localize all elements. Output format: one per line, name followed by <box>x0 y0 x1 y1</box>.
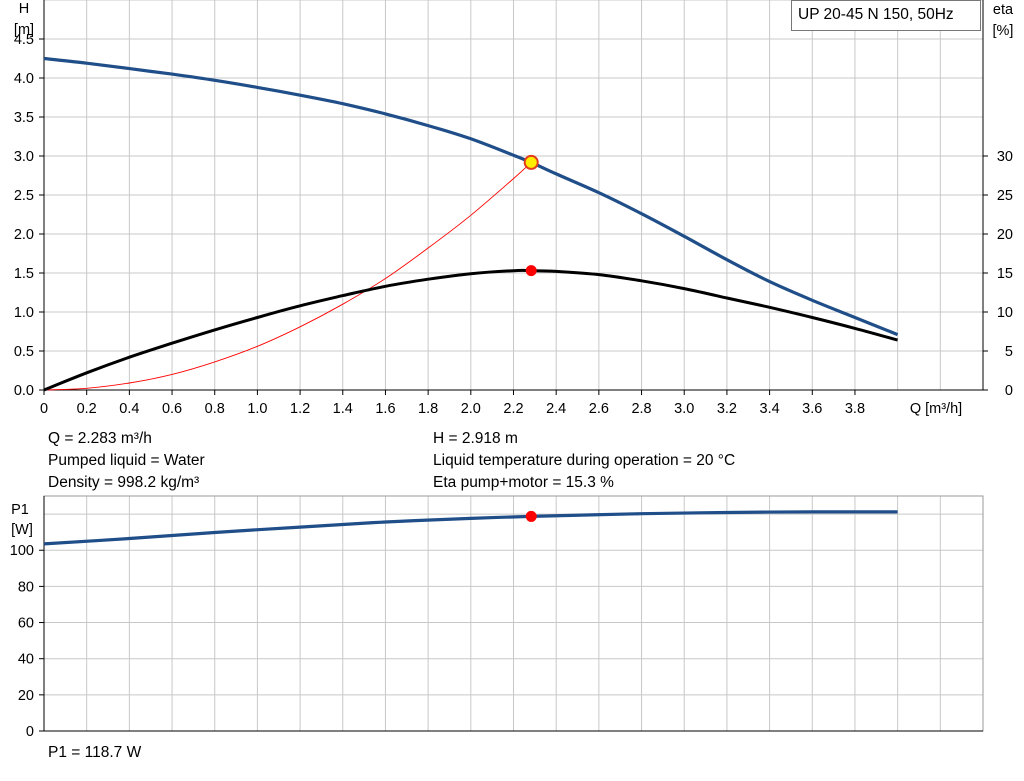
x-tick-label: 3.6 <box>802 401 822 417</box>
x-tick-label: 1.0 <box>247 401 267 417</box>
x-tick-label: 0.2 <box>77 401 97 417</box>
p1-tick-label: 20 <box>18 688 34 704</box>
p1-axis-title: P1 <box>11 502 29 518</box>
y2-tick-label: 30 <box>997 149 1013 165</box>
grid-upper <box>43 0 984 391</box>
duty-point-p1-marker <box>525 510 537 522</box>
y2-tick-label: 20 <box>997 227 1013 243</box>
x-tick-label: 3.2 <box>717 401 737 417</box>
chart-title-box: UP 20-45 N 150, 50Hz <box>791 0 981 31</box>
p1-tick-label: 60 <box>18 616 34 632</box>
duty-point-h-marker <box>523 154 539 170</box>
h-curve-line <box>43 56 899 337</box>
y2-axis-title: eta <box>993 2 1014 18</box>
x-tick-label: 2.8 <box>631 401 651 417</box>
y-axis-unit: [m] <box>14 22 34 38</box>
x-tick-label: 2.6 <box>589 401 609 417</box>
y-tick-label: 2.5 <box>14 188 34 204</box>
x-tick-label: 0 <box>40 401 48 417</box>
info-eta: Eta pump+motor = 15.3 % <box>433 474 614 491</box>
y-tick-label: 1.0 <box>14 305 34 321</box>
y-tick-label: 1.5 <box>14 266 34 282</box>
grid-lower <box>43 495 984 732</box>
y-tick-label: 2.0 <box>14 227 34 243</box>
x-tick-label: 2.2 <box>503 401 523 417</box>
tick-labels: 0 0.2 0.4 0.6 0.8 1.0 1.2 1.4 1.6 1.8 2.0 2.2 2.4 2.6… <box>10 1 1014 740</box>
x-tick-label: 2.0 <box>461 401 481 417</box>
x-tick-label: 1.6 <box>375 401 395 417</box>
info-q: Q = 2.283 m³/h <box>48 430 152 447</box>
p1-tick-label: 40 <box>18 652 34 668</box>
y2-tick-label: 25 <box>997 188 1013 204</box>
info-p1: P1 = 118.7 W <box>48 744 142 761</box>
info-liquid-temp: Liquid temperature during operation = 20… <box>433 452 736 469</box>
x-tick-label: 1.8 <box>418 401 438 417</box>
y-tick-label: 3.0 <box>14 149 34 165</box>
duty-point-markers <box>523 154 539 522</box>
y-tick-label: 0.5 <box>14 344 34 360</box>
y-axis-title: H <box>19 1 29 17</box>
y2-tick-label: 10 <box>997 305 1013 321</box>
p1-tick-label: 100 <box>10 543 34 559</box>
eta-curve-line <box>43 268 899 392</box>
p1-curve-line <box>43 510 898 546</box>
p1-tick-label: 0 <box>26 724 34 740</box>
x-tick-label: 0.4 <box>119 401 139 417</box>
x-tick-label: 3.8 <box>845 401 865 417</box>
x-tick-label: 3.4 <box>760 401 780 417</box>
y-tick-label: 0.0 <box>14 383 34 399</box>
x-tick-label: 3.0 <box>674 401 694 417</box>
x-axis-title: Q [m³/h] <box>910 401 962 417</box>
x-tick-label: 0.8 <box>205 401 225 417</box>
series <box>43 56 899 546</box>
duty-point-eta-marker <box>525 265 537 277</box>
p1-tick-label: 80 <box>18 579 34 595</box>
system-curve-line <box>43 162 532 391</box>
info-density: Density = 998.2 kg/m³ <box>48 474 200 491</box>
y2-tick-label: 0 <box>1005 383 1013 399</box>
y2-axis-unit: [%] <box>993 23 1014 39</box>
x-tick-label: 1.2 <box>290 401 310 417</box>
y2-tick-label: 15 <box>997 266 1013 282</box>
y-tick-label: 3.5 <box>14 110 34 126</box>
x-tick-label: 2.4 <box>546 401 566 417</box>
x-tick-label: 0.6 <box>162 401 182 417</box>
chart-title: UP 20-45 N 150, 50Hz <box>798 6 954 23</box>
info-pumped-liquid: Pumped liquid = Water <box>48 452 205 469</box>
info-h: H = 2.918 m <box>433 430 518 447</box>
y2-tick-label: 5 <box>1005 344 1013 360</box>
y-tick-label: 4.0 <box>14 71 34 87</box>
y-tick-label: 4.5 <box>14 32 34 48</box>
p1-axis-unit: [W] <box>11 522 33 538</box>
x-tick-label: 1.4 <box>333 401 353 417</box>
